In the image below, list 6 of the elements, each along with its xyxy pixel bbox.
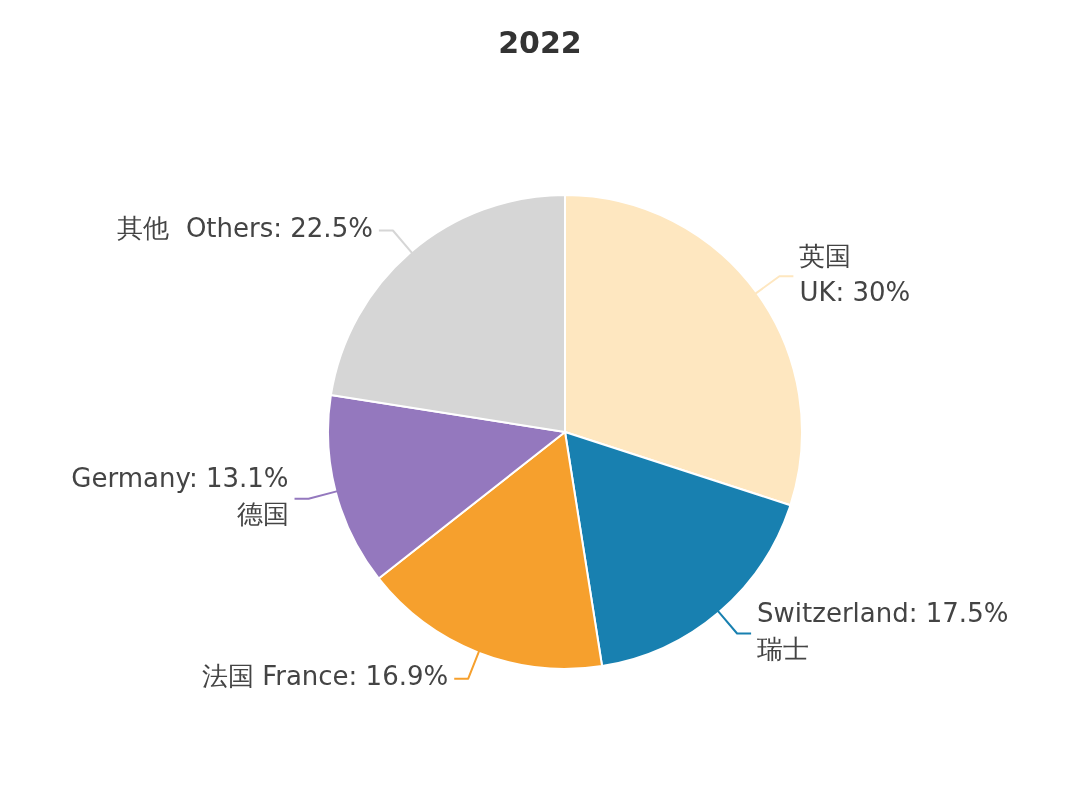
slice-label: 英国 UK: 30% (799, 240, 911, 307)
slice-label: 其他 Others: 22.5% (117, 213, 373, 244)
slice-label: 法国 France: 16.9% (201, 661, 449, 692)
slice-label: Switzerland: 17.5% 瑞士 (757, 598, 1009, 665)
chart-title: 2022 (498, 24, 582, 60)
slice-label: Germany: 13.1% 德国 (71, 463, 289, 530)
